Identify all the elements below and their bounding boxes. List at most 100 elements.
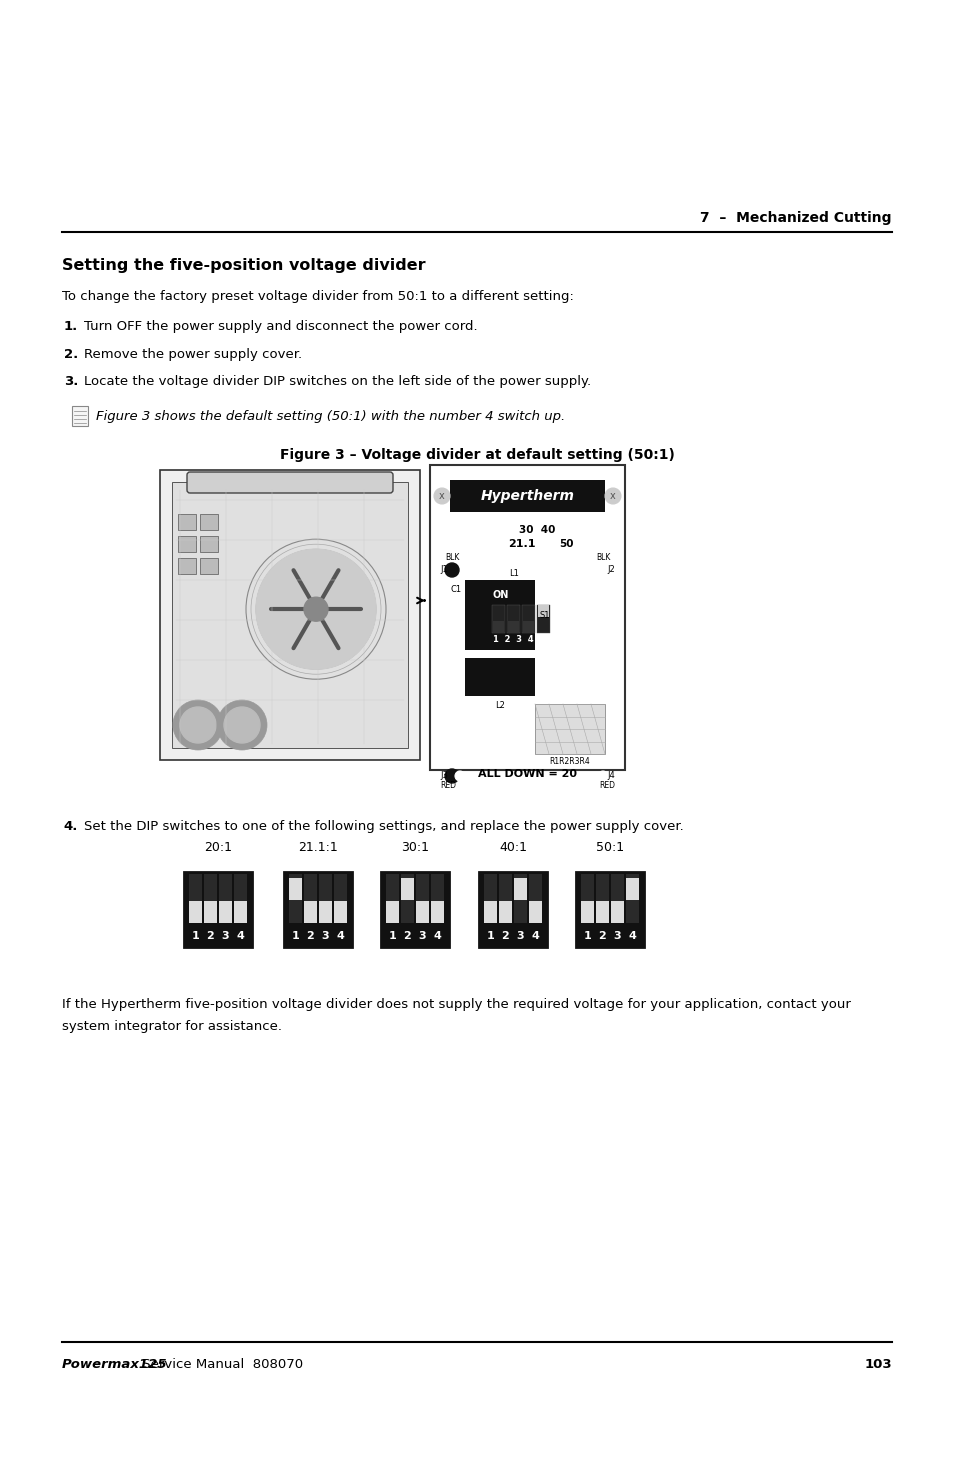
Bar bbox=[521, 605, 535, 633]
Text: 3: 3 bbox=[613, 931, 620, 941]
Bar bbox=[450, 479, 604, 512]
Text: Locate the voltage divider DIP switches on the left side of the power supply.: Locate the voltage divider DIP switches … bbox=[84, 375, 591, 388]
Text: 50:1: 50:1 bbox=[596, 841, 623, 854]
Bar bbox=[537, 605, 550, 633]
Text: 4: 4 bbox=[531, 931, 538, 941]
Text: 2: 2 bbox=[501, 931, 509, 941]
Bar bbox=[200, 535, 218, 552]
Bar bbox=[204, 875, 216, 922]
Circle shape bbox=[598, 565, 607, 575]
Bar bbox=[537, 605, 548, 617]
Text: C1: C1 bbox=[451, 586, 461, 594]
Bar bbox=[233, 901, 247, 922]
Text: Hypertherm: Hypertherm bbox=[480, 490, 574, 503]
Text: 3.: 3. bbox=[64, 375, 78, 388]
Text: Powermax125: Powermax125 bbox=[62, 1358, 168, 1370]
Bar bbox=[492, 605, 504, 633]
Bar bbox=[493, 621, 503, 633]
Bar bbox=[189, 901, 202, 922]
Text: ALL DOWN = 20: ALL DOWN = 20 bbox=[477, 768, 577, 779]
Text: system integrator for assistance.: system integrator for assistance. bbox=[62, 1021, 282, 1032]
Bar bbox=[498, 901, 512, 922]
Bar bbox=[219, 875, 232, 922]
FancyBboxPatch shape bbox=[187, 472, 393, 493]
Text: 2: 2 bbox=[207, 931, 214, 941]
Bar bbox=[498, 875, 512, 922]
Text: BLK: BLK bbox=[596, 553, 610, 562]
Bar bbox=[334, 901, 347, 922]
Text: J4: J4 bbox=[606, 771, 615, 780]
Text: 2: 2 bbox=[598, 931, 606, 941]
Bar bbox=[380, 872, 449, 947]
Text: x: x bbox=[610, 491, 616, 502]
Bar bbox=[233, 875, 247, 922]
Bar bbox=[160, 471, 419, 760]
Circle shape bbox=[304, 597, 328, 621]
Circle shape bbox=[434, 488, 450, 504]
Text: 2: 2 bbox=[306, 931, 314, 941]
Text: RED: RED bbox=[598, 782, 615, 791]
Bar bbox=[529, 901, 541, 922]
Bar bbox=[464, 580, 535, 650]
Bar bbox=[506, 605, 519, 633]
Circle shape bbox=[598, 771, 607, 780]
Bar bbox=[204, 901, 216, 922]
Text: 1: 1 bbox=[292, 931, 299, 941]
Bar bbox=[576, 872, 643, 947]
Circle shape bbox=[444, 563, 458, 577]
Text: 3: 3 bbox=[221, 931, 229, 941]
Bar bbox=[416, 875, 429, 922]
Text: 1: 1 bbox=[583, 931, 591, 941]
Bar bbox=[431, 875, 443, 922]
Text: 1.: 1. bbox=[64, 320, 78, 333]
Text: Remove the power supply cover.: Remove the power supply cover. bbox=[84, 348, 302, 361]
Text: Figure 3 shows the default setting (50:1) with the number 4 switch up.: Figure 3 shows the default setting (50:1… bbox=[96, 410, 565, 423]
Bar bbox=[184, 872, 252, 947]
Bar bbox=[580, 875, 594, 922]
Text: J2: J2 bbox=[606, 565, 615, 574]
Text: J1: J1 bbox=[439, 565, 447, 574]
Circle shape bbox=[604, 488, 620, 504]
Bar bbox=[610, 875, 623, 922]
Text: 3: 3 bbox=[517, 931, 524, 941]
Text: 30  40: 30 40 bbox=[518, 525, 555, 535]
Bar bbox=[529, 875, 541, 922]
Text: R1R2R3R4: R1R2R3R4 bbox=[549, 758, 590, 767]
Text: 50: 50 bbox=[558, 538, 573, 549]
Text: Setting the five-position voltage divider: Setting the five-position voltage divide… bbox=[62, 258, 425, 273]
Bar bbox=[464, 658, 535, 696]
Bar bbox=[483, 901, 497, 922]
Circle shape bbox=[172, 701, 223, 749]
Bar bbox=[284, 872, 352, 947]
Text: 4: 4 bbox=[336, 931, 344, 941]
Bar bbox=[478, 872, 546, 947]
Bar bbox=[580, 901, 594, 922]
Bar bbox=[514, 879, 526, 900]
Bar bbox=[416, 901, 429, 922]
Text: J3: J3 bbox=[439, 771, 448, 780]
Text: 103: 103 bbox=[863, 1358, 891, 1370]
Bar bbox=[483, 875, 497, 922]
Text: Service Manual  808070: Service Manual 808070 bbox=[138, 1358, 303, 1370]
Bar bbox=[178, 558, 195, 574]
Text: x: x bbox=[438, 491, 444, 502]
Bar bbox=[289, 875, 302, 922]
Bar bbox=[200, 513, 218, 530]
Bar bbox=[386, 875, 398, 922]
Bar bbox=[625, 875, 639, 922]
Text: Figure 3 – Voltage divider at default setting (50:1): Figure 3 – Voltage divider at default se… bbox=[279, 448, 674, 462]
Bar bbox=[610, 901, 623, 922]
Text: 20:1: 20:1 bbox=[204, 841, 232, 854]
Text: ON: ON bbox=[493, 590, 509, 600]
Text: S1: S1 bbox=[539, 611, 550, 620]
Text: 1: 1 bbox=[388, 931, 395, 941]
Text: 7  –  Mechanized Cutting: 7 – Mechanized Cutting bbox=[700, 211, 891, 226]
Circle shape bbox=[255, 549, 375, 670]
Bar bbox=[318, 875, 332, 922]
Bar bbox=[178, 513, 195, 530]
Bar bbox=[386, 901, 398, 922]
Circle shape bbox=[455, 771, 464, 780]
Bar bbox=[318, 901, 332, 922]
Bar bbox=[596, 901, 608, 922]
Bar bbox=[535, 704, 604, 754]
